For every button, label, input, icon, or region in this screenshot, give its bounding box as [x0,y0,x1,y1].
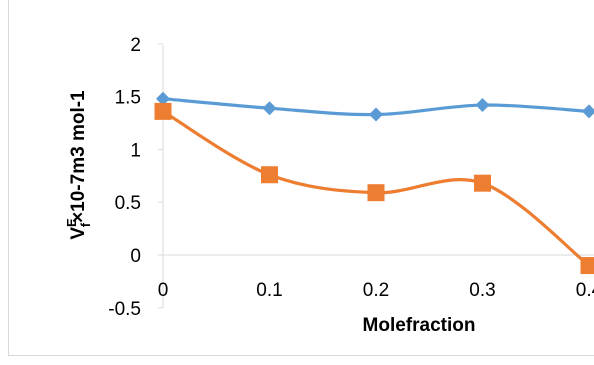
y-tick-labels: -0.5 0 0.5 1 1.5 2 [108,35,141,320]
series-2-point [580,257,594,275]
y-tick-label: 1.5 [115,88,141,109]
x-tick-label: 0.1 [256,280,282,301]
series-1-point [156,91,170,106]
series-layer [154,91,594,275]
axes [158,43,594,309]
x-axis-title: Molefraction [363,315,476,336]
x-tick-label: 0.3 [469,280,495,301]
x-tick-labels: 0 0.1 0.2 0.3 0.4 [158,280,594,301]
y-tick-label: 1 [130,140,141,161]
series-1-point [369,107,383,122]
series-2-point [261,166,278,184]
svg-text:VEf×10-7m3 mol-1: VEf×10-7m3 mol-1 [64,90,93,240]
series-2-point [154,102,172,120]
series-1-point [475,98,490,113]
series-2-point [474,174,491,192]
y-tick-label: 0.5 [115,193,141,214]
series-2-point [367,184,385,202]
y-tick-label: 0 [130,246,141,267]
series-1 [156,91,594,122]
y-axis-title-sup: E [64,218,79,227]
x-tick-label: 0.4 [576,280,594,301]
y-axis-title-sub: f [78,222,93,227]
y-tick-label: -0.5 [108,299,141,320]
y-axis-title: VEf×10-7m3 mol-1 [64,90,93,240]
series-1-point [582,104,594,119]
y-axis-title-rest: ×10-7m3 mol-1 [68,90,89,223]
series-1-point [262,101,277,116]
x-tick-label: 0.2 [363,280,389,301]
x-tick-label: 0 [158,280,169,301]
y-axis-title-main: V [68,227,89,240]
series-2 [154,102,594,275]
y-tick-label: 2 [130,35,141,56]
chart-frame [8,0,594,356]
